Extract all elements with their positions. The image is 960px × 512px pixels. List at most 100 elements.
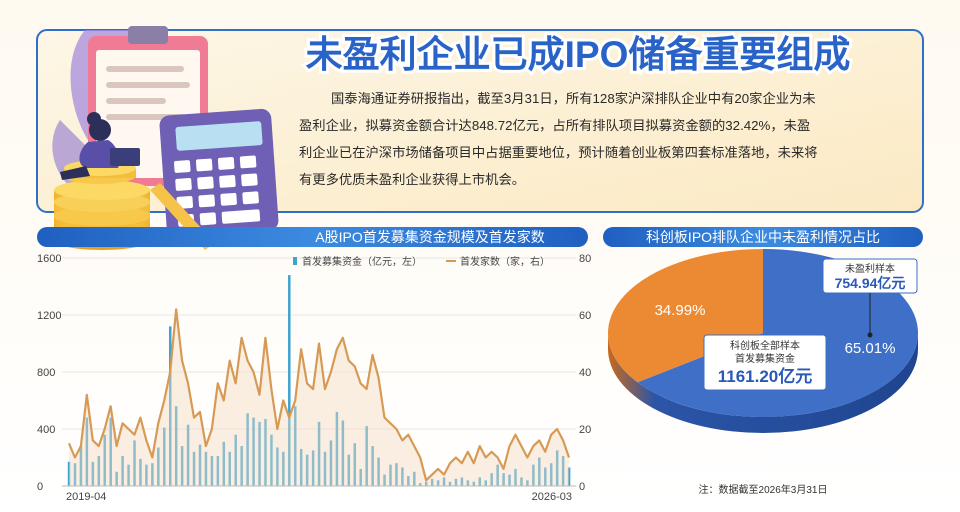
fundraising-bar: [67, 461, 71, 486]
fundraising-bar: [246, 413, 249, 486]
callout-leader-dot: [867, 332, 873, 338]
fundraising-bar: [97, 456, 101, 486]
fundraising-bar: [228, 451, 232, 486]
fundraising-bar: [561, 456, 565, 486]
fundraising-bar: [216, 456, 220, 486]
y-right-tick-label: 20: [579, 424, 591, 436]
fundraising-bar: [353, 443, 357, 486]
callout-unprofitable-value: 754.94亿元: [835, 275, 906, 291]
fundraising-bar: [163, 427, 166, 486]
chart-axes: 0 400 800 1200 1600 0 20 40 60 80 2019-04 2026-03: [37, 253, 591, 503]
fundraising-bar: [377, 457, 380, 486]
fundraising-bar: [424, 481, 428, 486]
fundraising-bar: [329, 440, 333, 486]
fundraising-bar: [472, 481, 476, 486]
fundraising-bar: [139, 458, 142, 486]
footnote: 注：数据截至2026年3月31日: [699, 483, 828, 496]
y-right-tick-label: 0: [579, 481, 585, 493]
fundraising-bar: [532, 464, 535, 487]
fundraising-bar: [407, 476, 410, 486]
ipo-count-series-line: [67, 308, 571, 482]
pie-label-other: 34.99%: [655, 302, 706, 319]
fundraising-bar: [305, 454, 309, 486]
fundraising-bar: [157, 447, 160, 486]
fundraising-bar: [121, 456, 124, 486]
pie-label-unprofitable: 65.01%: [845, 340, 896, 357]
fundraising-bar: [85, 417, 89, 486]
left-panel-header: [37, 227, 588, 247]
legend-bar-label: 首发募集资金（亿元，左）: [302, 255, 422, 268]
fundraising-bar: [478, 477, 482, 486]
legend-bar-swatch: [293, 257, 297, 265]
summary-line-2: 盈利企业，拟募资金额合计达848.72亿元，占所有排队项目拟募资金额的32.42…: [299, 117, 810, 133]
fundraising-bar: [192, 451, 196, 486]
callout-total-label-1: 科创板全部样本: [730, 339, 800, 352]
fundraising-bar: [413, 471, 416, 486]
callout-total-label-2: 首发募集资金: [735, 352, 795, 365]
pie-slice-other: [608, 249, 763, 383]
fundraising-bar: [198, 444, 202, 486]
fundraising-bar: [538, 457, 541, 486]
fundraising-bar: [180, 446, 184, 486]
fundraising-bar: [311, 450, 315, 487]
fundraising-bar: [276, 447, 279, 486]
fundraising-bar: [222, 441, 226, 486]
fundraising-bar: [240, 446, 243, 486]
legend-line-label: 首发家数（家，右）: [460, 255, 550, 268]
summary-line-4: 有更多优质未盈利企业获得上市机会。: [299, 171, 525, 187]
headline: 未盈利企业已成IPO储备重要组成: [306, 33, 851, 75]
fundraising-bar: [484, 480, 487, 486]
fundraising-bar: [341, 420, 345, 486]
fundraising-bar: [460, 477, 464, 486]
fundraising-bar: [502, 473, 505, 486]
fundraising-bar: [496, 464, 499, 487]
fundraising-bar: [282, 451, 285, 486]
summary-line-3: 利企业已在沪深市场储备项目中占据重要地位，预计随着创业板第四套标准落地，未来将: [299, 144, 818, 160]
fundraising-bar: [508, 474, 511, 486]
fundraising-bar: [359, 468, 362, 486]
fundraising-bar: [514, 468, 517, 486]
fundraising-bar: [294, 406, 297, 486]
fundraising-bar: [145, 464, 148, 487]
fundraising-bar: [317, 421, 321, 487]
y-left-tick-label: 1600: [37, 253, 61, 265]
person-figure: [60, 112, 140, 180]
fundraising-bar: [264, 419, 267, 486]
callout-total: [703, 334, 827, 391]
fundraising-bar: [288, 275, 291, 486]
fundraising-bar: [520, 477, 523, 486]
x-tick-label-end: 2026-03: [532, 491, 572, 503]
callout-total-value: 1161.20亿元: [718, 366, 813, 386]
y-right-tick-label: 60: [579, 310, 591, 322]
fundraising-bar: [365, 426, 368, 486]
fundraising-bar: [252, 417, 255, 486]
fundraising-bar: [436, 480, 440, 486]
ipo-count-area: [68, 309, 570, 486]
y-right-tick-label: 80: [579, 253, 591, 265]
summary-paragraph: 国泰海通证券研报指出，截至3月31日，所有128家沪深排队企业中有20家企业为未…: [299, 90, 818, 187]
fundraising-bar: [549, 463, 553, 486]
left-panel-title: A股IPO首发募集资金规模及首发家数: [315, 229, 544, 245]
fundraising-bar: [133, 440, 136, 486]
fundraising-bar: [567, 467, 571, 486]
legend-line-swatch: [446, 260, 456, 262]
calculator-icon: [159, 108, 279, 238]
fundraising-bar: [258, 421, 261, 487]
y-left-tick-label: 0: [37, 481, 43, 493]
fundraising-bar: [79, 446, 83, 486]
ipo-combo-chart: 0 400 800 1200 1600 0 20 40 60 80 2019-04 2026-03 首…: [37, 253, 591, 503]
y-left-tick-label: 800: [37, 367, 55, 379]
fundraising-bar: [389, 464, 392, 487]
chart-legend: 首发募集资金（亿元，左） 首发家数（家，右）: [293, 255, 550, 268]
fundraising-bar: [335, 411, 339, 486]
fundraising-bar: [204, 451, 208, 486]
fundraising-bar: [466, 480, 470, 486]
fundraising-bar: [115, 471, 118, 486]
fundraising-bar: [347, 454, 351, 486]
fundraising-bar: [91, 461, 95, 486]
fundraising-bar: [401, 467, 404, 486]
pie-side: [608, 333, 918, 433]
fundraising-bar: [151, 463, 154, 486]
